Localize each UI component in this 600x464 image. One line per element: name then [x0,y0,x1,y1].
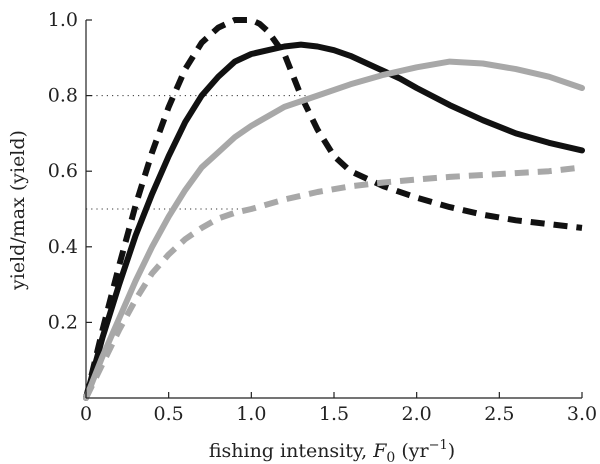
x-axis-label-superscript: −1 [429,438,448,453]
x-tick-label-6: 3.0 [567,403,597,425]
series-line-2 [83,58,585,401]
y-axis-label: yield/max (yield) [7,130,29,291]
reference-lines [86,95,310,210]
x-axis-label-unit-open: (yr [395,440,429,462]
x-tick-label-1: 0.5 [154,403,184,425]
x-tick-label-5: 2.5 [484,403,514,425]
x-tick-label-0: 0 [80,403,92,425]
y-tick-label-3: 0.8 [48,85,78,107]
x-axis-label: fishing intensity, F0 (yr−1) [209,438,455,464]
series-line-1 [83,17,583,399]
x-tick-label-2: 1.0 [236,403,266,425]
y-tick-label-0: 0.2 [48,311,78,333]
x-axis-label-variable: F [372,440,387,462]
series-line-0 [83,41,585,401]
y-tick-label-4: 1.0 [48,9,78,31]
ticks: 0 0.5 1.0 1.5 2.0 2.5 3.0 0.2 0.4 0.6 0.8 1.0 [48,9,597,425]
x-axis-label-subscript: 0 [386,450,395,464]
series-line-3 [83,164,583,400]
x-tick-label-4: 2.0 [402,403,432,425]
x-axis-label-unit-close: ) [448,440,455,462]
y-tick-label-1: 0.4 [48,236,78,258]
y-tick-label-2: 0.6 [48,160,78,182]
x-tick-label-3: 1.5 [319,403,349,425]
x-axis-label-prefix: fishing intensity, [209,440,373,462]
series-group [83,17,585,401]
axes [85,20,582,399]
